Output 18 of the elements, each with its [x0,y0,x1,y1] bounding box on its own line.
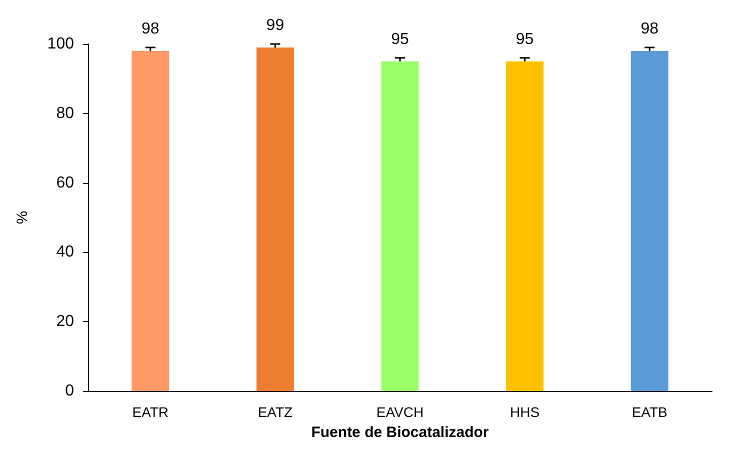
x-tick-label: EATB [632,404,668,420]
x-tick-label: EATR [132,404,169,420]
x-tick-label: EATZ [258,404,294,420]
y-tick-label: 20 [56,313,74,330]
data-label: 98 [142,20,160,38]
y-tick-label: 100 [47,36,74,52]
x-axis-title: Fuente de Biocatalizador [311,424,489,441]
data-label: 99 [266,16,284,34]
x-tick-label: HHS [510,404,540,420]
x-tick-label: EAVCH [376,404,424,420]
data-label: 95 [391,30,409,48]
y-tick-label: 0 [65,382,74,400]
data-label: 95 [516,30,534,48]
y-tick-label: 80 [56,104,74,122]
y-tick-label: 60 [56,174,74,192]
y-tick-label: 40 [56,244,74,261]
y-axis-title: % [14,210,31,224]
data-label: 98 [640,20,659,38]
